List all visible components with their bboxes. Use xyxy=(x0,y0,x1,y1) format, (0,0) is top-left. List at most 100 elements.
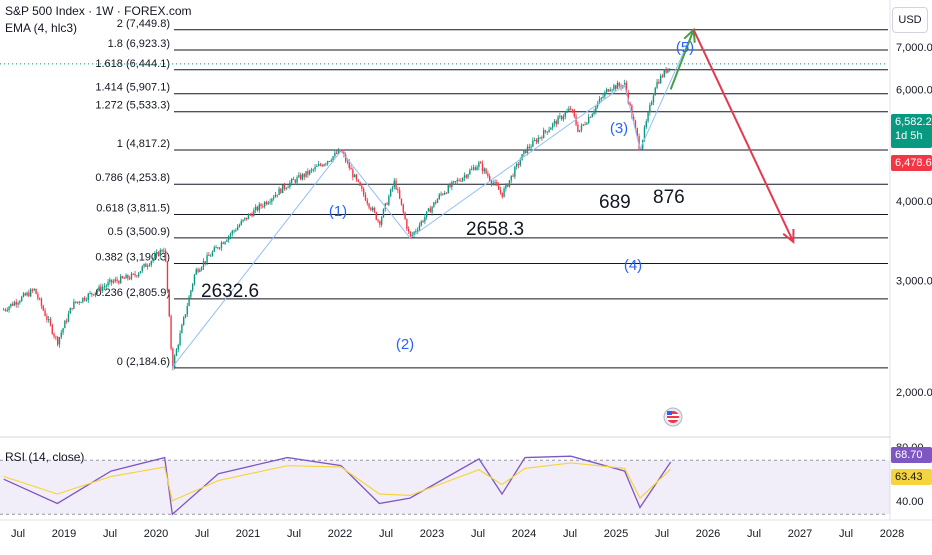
note-2632[interactable]: 2632.6 xyxy=(201,281,259,302)
fibonacci-levels xyxy=(174,29,888,369)
candle-body xyxy=(609,90,611,92)
candle-body xyxy=(429,208,431,213)
candle-body xyxy=(65,320,68,322)
time-axis: Jul 2019 Jul 2020 Jul 2021 Jul 2022 Jul 2023 Jul 20… xyxy=(11,528,904,540)
candle-body xyxy=(168,290,170,317)
candle-body xyxy=(537,137,539,143)
rsi-band xyxy=(0,460,890,515)
plot-background xyxy=(0,0,890,550)
candle-body xyxy=(371,207,374,211)
candle-body xyxy=(181,325,183,334)
candle-body xyxy=(154,253,156,259)
candle-body xyxy=(348,161,350,168)
ema-legend[interactable]: EMA (4, hlc3) xyxy=(5,21,78,35)
candle-body xyxy=(532,140,534,147)
symbol-title[interactable]: S&P 500 Index · 1W · FOREX.com xyxy=(5,4,192,18)
candle-body xyxy=(614,85,617,89)
candle-body xyxy=(596,103,599,107)
candle-body xyxy=(650,102,653,105)
candle-body xyxy=(56,337,59,345)
candle-body xyxy=(127,274,129,279)
candle-body xyxy=(406,219,408,229)
candle-body xyxy=(505,183,507,189)
candle-body xyxy=(521,154,523,161)
candle-body xyxy=(296,177,298,183)
rsi-series-1 xyxy=(3,462,672,502)
candle-body xyxy=(110,279,113,283)
candle-body xyxy=(55,336,57,338)
candle-body xyxy=(595,106,597,112)
candle-body xyxy=(184,314,187,318)
candle-body xyxy=(415,231,417,233)
candle-body xyxy=(377,219,379,222)
note-2658[interactable]: 2658.3 xyxy=(466,219,524,240)
candle-body xyxy=(28,292,30,297)
candle-body xyxy=(195,269,197,275)
candle-body xyxy=(478,162,480,168)
candle-body xyxy=(463,175,466,178)
candle-body xyxy=(258,204,260,211)
wave-labels: (1) (2) (3) (4) (5) xyxy=(329,39,694,353)
candle-body xyxy=(157,251,160,257)
candle-body xyxy=(328,161,331,163)
us-flag-icon[interactable] xyxy=(663,407,683,427)
candle-body xyxy=(339,149,341,152)
candle-body xyxy=(485,168,487,174)
candle-body xyxy=(422,221,424,223)
candle-body xyxy=(139,271,142,274)
candle-body xyxy=(235,230,237,232)
candle-body xyxy=(280,188,282,194)
candle-body xyxy=(166,261,169,291)
candle-body xyxy=(238,224,241,227)
note-689[interactable]: 689 xyxy=(599,192,631,213)
candle-body xyxy=(548,129,550,133)
candle-body xyxy=(593,111,595,114)
candle-body xyxy=(121,276,124,278)
candle-body xyxy=(395,180,397,190)
candle-body xyxy=(442,193,444,195)
candle-body xyxy=(267,202,269,205)
candle-body xyxy=(47,319,50,321)
candle-body xyxy=(393,180,395,188)
candle-body xyxy=(573,110,575,117)
candle-body xyxy=(256,206,259,211)
candle-body xyxy=(317,164,320,167)
candle-body xyxy=(517,163,520,165)
candle-body xyxy=(479,162,482,164)
currency-label: USD xyxy=(898,14,922,26)
currency-button[interactable]: USD xyxy=(892,7,928,33)
candle-body xyxy=(69,308,71,314)
fib-label-0: 0 (2,184.6) xyxy=(117,356,170,368)
candle-body xyxy=(281,184,284,194)
candle-body xyxy=(218,247,221,249)
candle-body xyxy=(109,279,111,283)
candle-body xyxy=(562,116,565,120)
rsi-legend[interactable]: RSI (14, close) xyxy=(5,450,85,464)
candle-body xyxy=(119,276,122,284)
wave-label-1[interactable]: (1) xyxy=(329,203,347,220)
wave-label-5[interactable]: (5) xyxy=(676,39,694,56)
wave-label-3[interactable]: (3) xyxy=(610,120,628,137)
note-876[interactable]: 876 xyxy=(653,187,685,208)
candle-body xyxy=(62,328,64,333)
time-tick: 2025 xyxy=(604,528,628,540)
candle-body xyxy=(49,319,52,325)
candle-body xyxy=(276,194,278,196)
candle-body xyxy=(231,230,233,235)
candle-body xyxy=(436,199,439,203)
candle-body xyxy=(310,169,313,171)
candle-body xyxy=(215,247,217,249)
candle-body xyxy=(321,165,323,167)
candle-body xyxy=(582,124,584,126)
candle-body xyxy=(589,116,592,118)
candle-body xyxy=(474,167,476,171)
wave-label-2[interactable]: (2) xyxy=(396,336,414,353)
candle-body xyxy=(323,164,325,167)
candle-body xyxy=(530,146,532,148)
candle-body xyxy=(114,279,116,282)
wave-label-4[interactable]: (4) xyxy=(624,257,642,274)
fib-label-1.8: 1.8 (6,923.3) xyxy=(108,38,170,50)
wave-path xyxy=(171,29,695,368)
candle-body xyxy=(515,163,518,167)
